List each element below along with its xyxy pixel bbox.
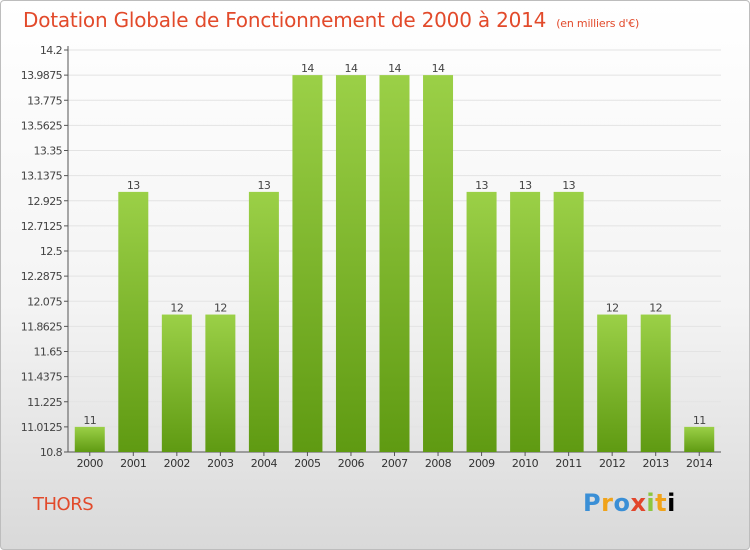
x-tick-label-2008: 2008 [425, 457, 452, 470]
labels: 10.8 11.0125 11.225 11.4375 11.65 11.8625 12.0… [21, 44, 714, 470]
y-tick-label: 11.65 [34, 346, 63, 359]
bar-2003 [205, 314, 236, 452]
logo-letter: x [630, 489, 647, 517]
y-tick-label: 12.2875 [21, 270, 63, 283]
data-label-2004: 13 [257, 179, 270, 192]
data-label-2014: 11 [693, 414, 706, 427]
x-tick-label-2000: 2000 [77, 457, 104, 470]
chart-title-text: Dotation Globale de Fonctionnement de 20… [23, 8, 547, 32]
x-tick-label-2013: 2013 [642, 457, 669, 470]
x-tick-label-2006: 2006 [338, 457, 365, 470]
bar-2014 [684, 426, 715, 452]
x-tick-label-2002: 2002 [164, 457, 190, 470]
data-label-2008: 14 [432, 62, 445, 75]
y-tick-label: 13.35 [34, 145, 63, 158]
bar-2004 [248, 191, 279, 452]
x-tick-label-2009: 2009 [468, 457, 495, 470]
y-tick-label: 12.7125 [21, 220, 63, 233]
bar-2007 [379, 75, 410, 452]
data-label-2000: 11 [83, 414, 96, 427]
data-label-2006: 14 [345, 62, 358, 75]
y-tick-label: 13.775 [27, 94, 62, 107]
y-tick-label: 12.075 [27, 295, 62, 308]
logo-letter: t [655, 489, 668, 517]
bar-2002 [161, 314, 192, 452]
data-label-2009: 13 [475, 179, 488, 192]
bar-2010 [510, 191, 541, 452]
bar-2012 [597, 314, 628, 452]
data-label-2007: 14 [388, 62, 401, 75]
proxiti-logo[interactable]: Proxiti [583, 489, 676, 517]
x-tick-label-2007: 2007 [381, 457, 408, 470]
bar-2005 [292, 75, 323, 452]
y-tick-label: 11.0125 [21, 421, 63, 434]
bar-2000 [74, 426, 105, 452]
logo-letter: r [601, 489, 614, 517]
x-tick-label-2005: 2005 [294, 457, 321, 470]
y-tick-label: 13.1375 [21, 170, 63, 183]
y-tick-label: 13.9875 [21, 69, 63, 82]
y-tick-label: 10.8 [40, 446, 63, 459]
bar-2006 [335, 75, 366, 452]
logo-letter: i [667, 489, 676, 517]
logo-letter: i [646, 489, 656, 517]
y-tick-label: 12.925 [27, 195, 62, 208]
chart-subtitle: (en milliers d'€) [556, 17, 640, 30]
y-tick-label: 11.4375 [21, 371, 63, 384]
logo-letter: P [583, 489, 602, 517]
data-label-2011: 13 [562, 179, 575, 192]
bar-2013 [640, 314, 671, 452]
x-tick-label-2003: 2003 [207, 457, 234, 470]
bar-2008 [423, 75, 454, 452]
y-tick-label: 13.5625 [21, 119, 63, 132]
bar-2011 [553, 191, 584, 452]
y-tick-label: 11.225 [27, 396, 62, 409]
logo-letter: o [613, 489, 631, 517]
bar-2001 [118, 191, 149, 452]
x-tick-label-2012: 2012 [599, 457, 625, 470]
bars [74, 75, 715, 452]
y-tick-label: 14.2 [40, 44, 62, 57]
data-label-2010: 13 [519, 179, 532, 192]
chart-title: Dotation Globale de Fonctionnement de 20… [23, 8, 639, 32]
x-tick-label-2011: 2011 [555, 457, 581, 470]
data-label-2003: 12 [214, 302, 227, 315]
data-label-2001: 13 [127, 179, 140, 192]
x-tick-label-2014: 2014 [686, 457, 713, 470]
bar-2009 [466, 191, 497, 452]
data-label-2012: 12 [606, 302, 619, 315]
x-tick-label-2004: 2004 [251, 457, 278, 470]
data-label-2002: 12 [170, 302, 183, 315]
x-tick-label-2010: 2010 [512, 457, 539, 470]
commune-name: THORS [33, 494, 94, 515]
data-label-2005: 14 [301, 62, 314, 75]
x-tick-label-2001: 2001 [120, 457, 146, 470]
y-tick-label: 12.5 [40, 245, 63, 258]
y-tick-label: 11.8625 [21, 320, 63, 333]
data-label-2013: 12 [649, 302, 662, 315]
